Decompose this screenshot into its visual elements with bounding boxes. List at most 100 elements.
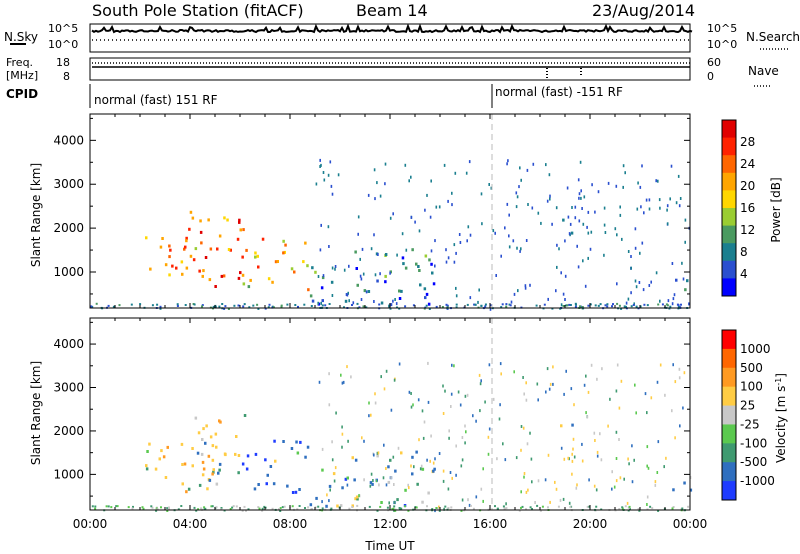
echo-cell (264, 458, 267, 462)
echo-cell (374, 392, 376, 396)
echo-cell (524, 286, 527, 290)
echo-cell (505, 507, 508, 510)
echo-cell (184, 245, 187, 249)
colorbar-swatch (722, 405, 736, 425)
echo-cell (419, 467, 422, 471)
echo-cell (515, 205, 518, 209)
echo-cell (368, 401, 370, 405)
echo-cell (242, 228, 245, 232)
echo-cell (375, 252, 379, 256)
echo-cell (611, 470, 613, 474)
echo-cell (663, 465, 665, 469)
echo-cell (508, 303, 511, 306)
echo-cell (347, 291, 349, 295)
echo-cell (556, 265, 558, 269)
echo-cell (221, 303, 224, 305)
echo-cell (187, 487, 191, 491)
echo-cell (212, 468, 215, 472)
echo-cell (432, 461, 435, 465)
echo-cell (434, 509, 436, 513)
echo-cell (269, 465, 273, 468)
echo-cell (680, 303, 682, 306)
echo-cell (341, 425, 343, 429)
echo-cell (223, 307, 226, 310)
echo-cell (281, 506, 284, 509)
echo-cell (241, 255, 244, 259)
echo-cell (130, 303, 133, 306)
echo-cell (168, 244, 171, 248)
echo-cell (386, 506, 389, 509)
echo-cell (200, 507, 203, 510)
echo-cell (584, 284, 587, 288)
echo-cell (380, 375, 382, 379)
echo-cell (573, 455, 576, 459)
echo-cell (410, 215, 413, 219)
echo-cell (146, 450, 149, 453)
echo-cell (304, 455, 307, 459)
echo-cell (376, 454, 379, 458)
echo-cell (615, 479, 618, 483)
echo-cell (529, 431, 531, 435)
echo-cell (575, 486, 578, 490)
echo-cell (583, 383, 586, 387)
echo-cell (331, 266, 334, 270)
echo-cell (684, 240, 686, 244)
echo-cell (659, 206, 661, 210)
echo-cell (185, 490, 188, 494)
date-label: 23/Aug/2014 (592, 1, 695, 20)
echo-cell (674, 380, 677, 384)
echo-cell (159, 307, 162, 310)
echo-cell (484, 303, 487, 306)
echo-cell (389, 458, 392, 462)
echo-cell (487, 435, 490, 439)
echo-cell (220, 507, 223, 509)
echo-cell (394, 509, 397, 512)
echo-cell (204, 256, 208, 259)
echo-cell (257, 265, 260, 269)
echo-cell (164, 263, 168, 267)
echo-cell (393, 483, 395, 486)
echo-cell (455, 286, 457, 290)
echo-cell (293, 270, 296, 274)
echo-cell (167, 506, 170, 509)
echo-cell (581, 207, 583, 210)
echo-cell (576, 483, 578, 487)
echo-cell (484, 400, 486, 404)
echo-cell (257, 506, 260, 509)
echo-cell (619, 476, 622, 480)
echo-cell (430, 262, 433, 266)
echo-cell (322, 171, 325, 174)
echo-cell (192, 258, 196, 262)
echo-cell (455, 306, 458, 309)
echo-cell (373, 233, 375, 237)
echo-cell (398, 297, 402, 300)
echo-cell (679, 197, 682, 200)
echo-cell (543, 303, 546, 306)
freq-left-tick-bottom: 8 (63, 70, 70, 83)
echo-cell (245, 248, 248, 252)
echo-cell (659, 299, 661, 303)
echo-cell (159, 245, 163, 249)
echo-cell (631, 444, 633, 448)
echo-cell (499, 403, 501, 407)
echo-cell (587, 210, 590, 214)
echo-cell (237, 304, 240, 307)
noise-search-label: N.Search (746, 30, 800, 44)
echo-cell (459, 241, 462, 244)
echo-cell (509, 304, 512, 307)
echo-cell (581, 442, 583, 446)
echo-cell (243, 303, 246, 306)
echo-cell (455, 444, 457, 448)
echo-cell (426, 193, 428, 197)
echo-cell (618, 438, 620, 441)
echo-cell (398, 507, 401, 509)
time-x-axis: 00:00 04:00 08:00 12:00 16:00 20:00 00:00 (73, 114, 707, 531)
echo-cell (588, 478, 590, 482)
echo-cell (380, 301, 384, 305)
echo-cell (315, 182, 318, 186)
echo-cell (132, 505, 134, 508)
echo-cell (526, 168, 529, 172)
echo-cell (450, 392, 453, 396)
echo-cell (261, 509, 264, 512)
echo-cell (223, 216, 226, 220)
